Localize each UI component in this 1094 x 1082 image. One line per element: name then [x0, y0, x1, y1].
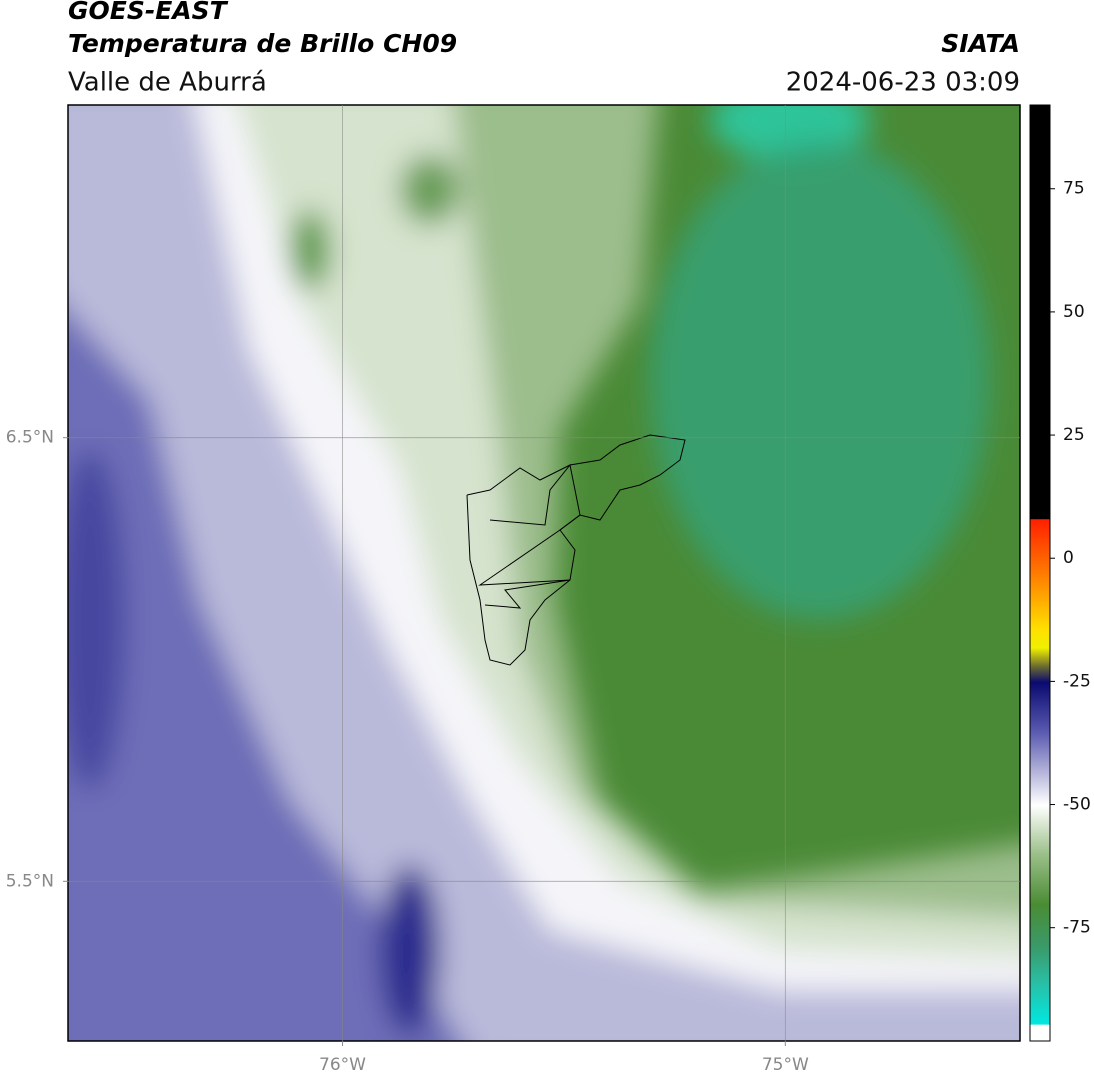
colorbar-tick-label: 50: [1063, 302, 1085, 322]
colorbar: [1029, 104, 1051, 1042]
colorbar-tick-label: 25: [1063, 425, 1085, 445]
colorbar-tick-label: -50: [1063, 795, 1091, 815]
region: Valle de Aburrá: [68, 68, 267, 98]
subtitle: Temperatura de Brillo CH09: [68, 29, 457, 58]
map-image: [68, 105, 1020, 1041]
source: SIATA: [941, 29, 1020, 58]
y-tick-label: 6.5°N: [6, 428, 54, 448]
x-tick-label: 76°W: [319, 1055, 366, 1075]
map-frame: [67, 104, 1021, 1042]
datetime: 2024-06-23 03:09: [786, 68, 1020, 98]
colorbar-tick-label: -75: [1063, 918, 1091, 938]
x-tick-label: 75°W: [762, 1055, 809, 1075]
colorbar-tick-label: 75: [1063, 179, 1085, 199]
colorbar-tick-label: 0: [1063, 548, 1074, 568]
title: GOES-EAST: [68, 0, 229, 25]
colorbar-tick-label: -25: [1063, 671, 1091, 691]
y-tick-label: 5.5°N: [6, 871, 54, 891]
